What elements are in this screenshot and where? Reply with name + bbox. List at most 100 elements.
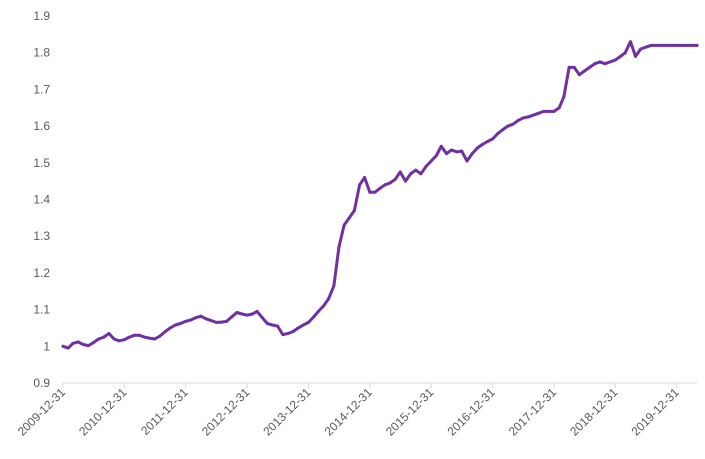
data-point xyxy=(128,335,132,339)
data-point xyxy=(189,318,193,322)
data-point xyxy=(71,341,75,345)
data-point xyxy=(393,177,397,181)
data-point xyxy=(516,119,520,123)
y-tick-label: 1.4 xyxy=(33,193,50,207)
data-point xyxy=(608,60,612,64)
data-point xyxy=(685,43,689,47)
data-point xyxy=(532,113,536,117)
data-point xyxy=(460,149,464,153)
data-point xyxy=(91,341,95,345)
data-point xyxy=(112,337,116,341)
data-point xyxy=(465,159,469,163)
x-tick-label: 2011-12-31 xyxy=(138,385,191,438)
data-point xyxy=(403,179,407,183)
data-point xyxy=(296,326,300,330)
data-point xyxy=(603,62,607,66)
data-point xyxy=(132,333,136,337)
data-point xyxy=(225,319,229,323)
data-point xyxy=(184,319,188,323)
data-point xyxy=(419,172,423,176)
data-point xyxy=(562,95,566,99)
data-point xyxy=(307,320,311,324)
data-point xyxy=(312,315,316,319)
data-point xyxy=(81,342,85,346)
data-point xyxy=(173,323,177,327)
data-point xyxy=(373,190,377,194)
data-point xyxy=(281,333,285,337)
data-point xyxy=(669,43,673,47)
x-tick-label: 2014-12-31 xyxy=(322,385,376,439)
y-tick-label: 0.9 xyxy=(33,376,50,390)
data-point xyxy=(633,54,637,58)
x-tick-label: 2010-12-31 xyxy=(76,385,130,439)
y-axis-ticks: 0.9 1 1.1 1.2 1.3 1.4 1.5 1.6 1.7 1.8 1.9 xyxy=(33,9,50,390)
data-point xyxy=(260,316,264,320)
data-point xyxy=(496,131,500,135)
data-point xyxy=(398,170,402,174)
y-tick-label: 1.9 xyxy=(33,9,50,23)
data-point xyxy=(521,116,525,120)
y-tick-label: 1.2 xyxy=(33,266,50,280)
data-point xyxy=(363,175,367,179)
data-point xyxy=(588,65,592,69)
data-point xyxy=(526,115,530,119)
data-point xyxy=(219,320,223,324)
data-point xyxy=(66,346,70,350)
data-point xyxy=(470,152,474,156)
data-point xyxy=(537,111,541,115)
data-point xyxy=(690,43,694,47)
data-point xyxy=(619,54,623,58)
data-point xyxy=(199,314,203,318)
data-point xyxy=(649,43,653,47)
data-point xyxy=(429,159,433,163)
data-point xyxy=(61,344,65,348)
x-tick-label: 2018-12-31 xyxy=(567,385,621,439)
data-point xyxy=(204,317,208,321)
data-point xyxy=(255,309,259,313)
data-point xyxy=(322,304,326,308)
data-point xyxy=(480,142,484,146)
data-point xyxy=(358,183,362,187)
data-point xyxy=(117,339,121,343)
data-point xyxy=(265,322,269,326)
data-point xyxy=(439,144,443,148)
data-point xyxy=(142,335,146,339)
data-point xyxy=(337,245,341,249)
data-point xyxy=(76,340,80,344)
data-point xyxy=(107,331,111,335)
y-tick-label: 1 xyxy=(43,339,50,353)
y-tick-label: 1.8 xyxy=(33,46,50,60)
y-tick-label: 1.6 xyxy=(33,119,50,133)
x-tick-label: 2013-12-31 xyxy=(260,385,314,439)
data-point xyxy=(424,164,428,168)
data-point xyxy=(250,312,254,316)
data-point xyxy=(352,209,356,213)
data-point xyxy=(491,137,495,141)
data-point xyxy=(613,58,617,62)
data-point xyxy=(178,322,182,326)
data-point xyxy=(291,330,295,334)
data-point xyxy=(680,43,684,47)
data-point xyxy=(148,336,152,340)
data-point xyxy=(675,43,679,47)
data-point xyxy=(593,62,597,66)
data-point xyxy=(245,313,249,317)
data-point xyxy=(158,334,162,338)
data-point xyxy=(271,323,275,327)
data-point xyxy=(301,323,305,327)
data-point xyxy=(506,124,510,128)
data-point xyxy=(511,122,515,126)
data-point xyxy=(572,65,576,69)
data-point xyxy=(644,45,648,49)
data-point xyxy=(388,181,392,185)
data-point xyxy=(552,109,556,113)
x-axis-ticks: 2009-12-31 2010-12-31 2011-12-31 2012-12-31… xyxy=(15,383,682,439)
data-point xyxy=(276,324,280,328)
series-line xyxy=(61,40,699,350)
data-point xyxy=(557,106,561,110)
data-point xyxy=(168,326,172,330)
data-point xyxy=(122,338,126,342)
data-point xyxy=(347,216,351,220)
data-point xyxy=(567,65,571,69)
